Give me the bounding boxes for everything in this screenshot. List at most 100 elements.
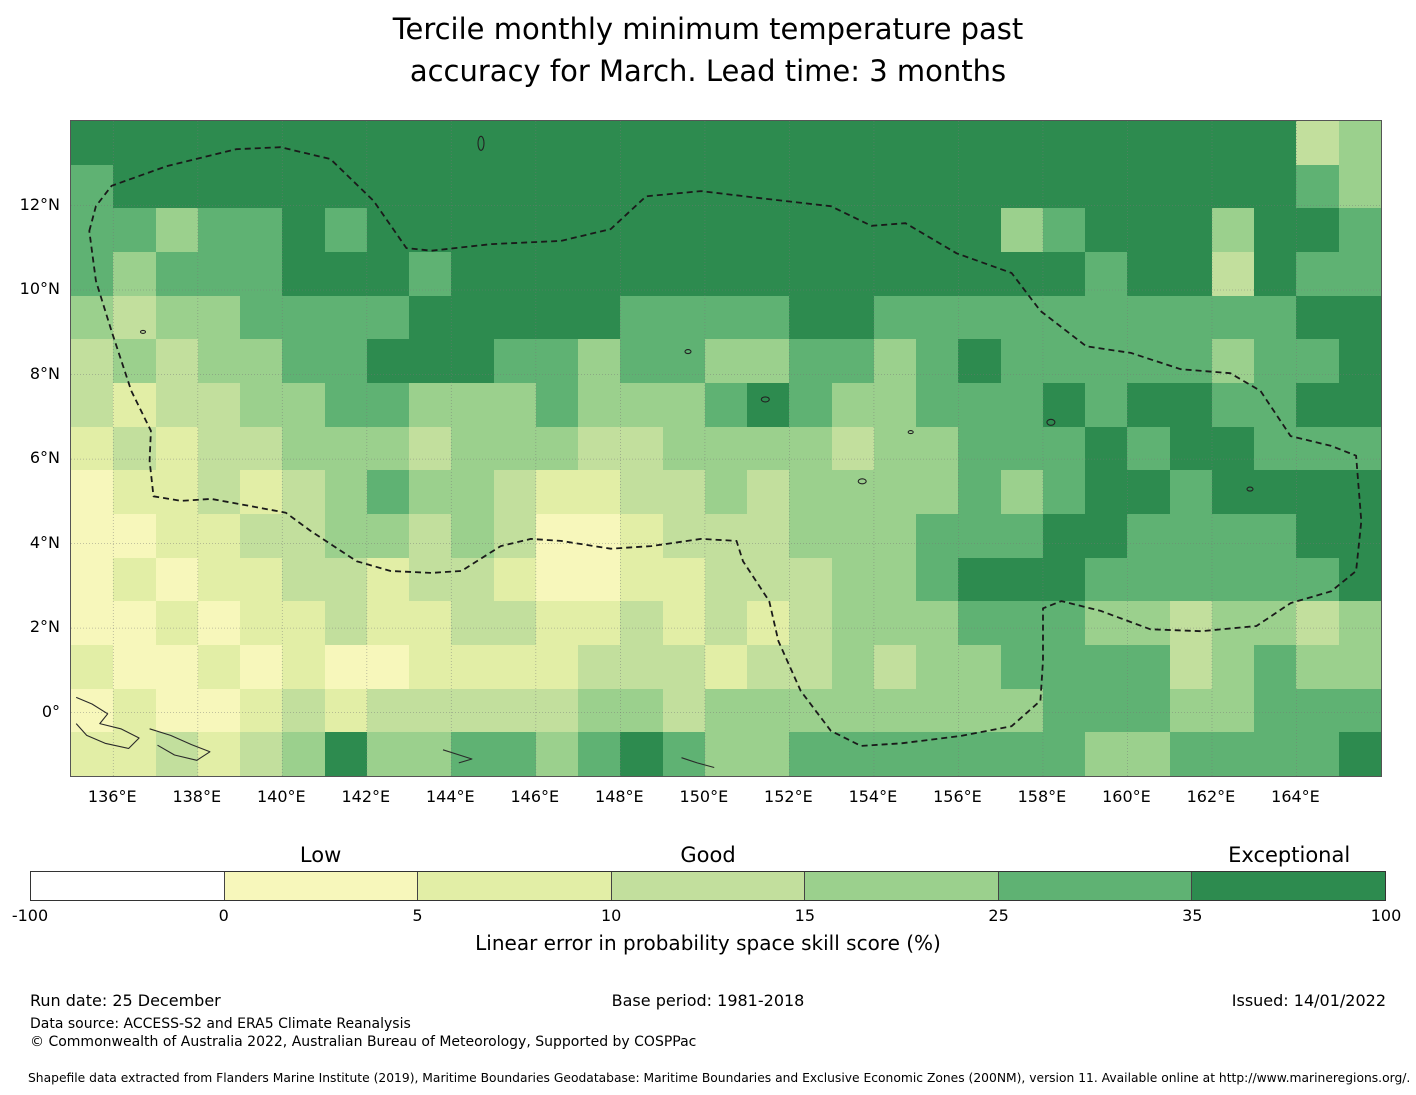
heatmap-cell [1338, 557, 1381, 602]
heatmap-cell [535, 295, 579, 340]
heatmap-cell [155, 252, 198, 296]
heatmap-cell [535, 252, 579, 296]
heatmap-cell [789, 208, 832, 252]
heatmap-cell [789, 645, 832, 689]
x-tick-label: 140°E [256, 787, 306, 806]
heatmap-cell [155, 339, 198, 383]
heatmap-cell [1085, 339, 1128, 383]
heatmap-cell [71, 732, 114, 776]
heatmap-cell [1127, 208, 1170, 252]
heatmap-cell [958, 601, 1001, 645]
heatmap-cell [620, 383, 663, 427]
heatmap-cell [1000, 121, 1043, 165]
heatmap-cell [282, 514, 325, 558]
heatmap-cell [493, 121, 536, 165]
heatmap-cell [535, 601, 579, 645]
heatmap-cell [197, 164, 241, 209]
heatmap-cell [620, 295, 663, 340]
heatmap-cell [409, 208, 452, 252]
footer-row: Run date: 25 December Base period: 1981-… [0, 991, 1416, 1013]
heatmap-cell [1042, 164, 1086, 209]
heatmap-cell [1169, 557, 1212, 602]
heatmap-cell [409, 688, 452, 733]
heatmap-cell [1338, 426, 1381, 471]
heatmap-cell [1000, 688, 1043, 733]
heatmap-cell [282, 383, 325, 427]
heatmap-cell [1127, 295, 1170, 340]
heatmap-cell [535, 470, 579, 514]
heatmap-cell [71, 164, 114, 209]
heatmap-cell [1127, 601, 1170, 645]
heatmap-cell [873, 645, 917, 689]
heatmap-cell [493, 295, 536, 340]
heatmap-cell [916, 121, 959, 165]
heatmap-cell [831, 295, 874, 340]
legend-category-label: Low [299, 843, 342, 867]
heatmap-cell [1085, 383, 1128, 427]
heatmap-cell [1254, 470, 1297, 514]
heatmap-cell [1254, 426, 1297, 471]
heatmap-cell [1296, 470, 1339, 514]
heatmap-cell [831, 470, 874, 514]
legend-category-label: Exceptional [1228, 843, 1351, 867]
heatmap-cell [324, 252, 367, 296]
heatmap-cell [493, 164, 536, 209]
heatmap-cell [451, 164, 494, 209]
heatmap-cell [71, 295, 114, 340]
heatmap-cell [1296, 557, 1339, 602]
heatmap-cell [578, 732, 621, 776]
heatmap-cell [1296, 601, 1339, 645]
y-tick-label: 6°N [29, 448, 60, 468]
heatmap-cell [916, 339, 959, 383]
legend-category-label: Good [680, 843, 736, 867]
heatmap-cell [282, 470, 325, 514]
heatmap-cell [71, 470, 114, 514]
heatmap-cell [916, 383, 959, 427]
heatmap-cell [282, 164, 325, 209]
heatmap-cell [113, 383, 156, 427]
heatmap-cell [958, 208, 1001, 252]
heatmap-cell [197, 426, 241, 471]
heatmap-cell [493, 688, 536, 733]
heatmap-cell [451, 688, 494, 733]
chart-title: Tercile monthly minimum temperature past… [392, 12, 1024, 89]
heatmap-cell [71, 339, 114, 383]
heatmap-cell [1296, 339, 1339, 383]
colorbar-tick-label: -100 [11, 906, 49, 925]
heatmap-cell [873, 121, 917, 165]
heatmap-cell [451, 514, 494, 558]
heatmap-cell [451, 252, 494, 296]
heatmap-cell [197, 295, 241, 340]
heatmap-cell [366, 514, 410, 558]
colorbar-segment [31, 872, 224, 900]
heatmap-cell [324, 208, 367, 252]
heatmap-cell [366, 383, 410, 427]
heatmap-cell [1296, 295, 1339, 340]
heatmap-cell [1338, 252, 1381, 296]
heatmap-cell [620, 164, 663, 209]
heatmap-cell [662, 121, 705, 165]
heatmap-cell [662, 645, 705, 689]
heatmap-cell [1042, 121, 1086, 165]
heatmap-cell [535, 164, 579, 209]
heatmap-cell [704, 601, 748, 645]
heatmap-cell [620, 470, 663, 514]
x-tick-label: 158°E [1017, 787, 1067, 806]
heatmap-cell [71, 383, 114, 427]
heatmap-cell [1211, 557, 1255, 602]
heatmap-cell [789, 514, 832, 558]
heatmap-cell [704, 164, 748, 209]
colorbar-tick-label: 100 [1370, 906, 1402, 925]
heatmap-cell [1254, 688, 1297, 733]
heatmap-cell [409, 426, 452, 471]
colorbar-tick-label: 15 [794, 906, 816, 925]
heatmap-cell [1254, 164, 1297, 209]
heatmap-cell [789, 383, 832, 427]
heatmap-cell [409, 514, 452, 558]
heatmap-cell [1338, 470, 1381, 514]
heatmap-cell [535, 383, 579, 427]
heatmap-cell [1042, 688, 1086, 733]
heatmap-cell [282, 121, 325, 165]
heatmap-cell [789, 426, 832, 471]
heatmap-cell [1211, 339, 1255, 383]
